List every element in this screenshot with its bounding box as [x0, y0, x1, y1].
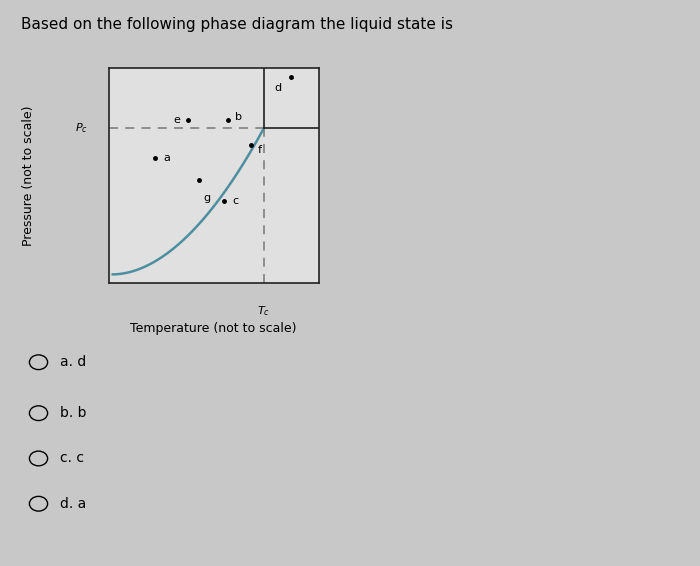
Text: $P_c$: $P_c$: [75, 121, 88, 135]
Text: Based on the following phase diagram the liquid state is: Based on the following phase diagram the…: [21, 17, 453, 32]
Text: b. b: b. b: [60, 406, 86, 420]
Text: d: d: [274, 83, 281, 93]
Text: Pressure (not to scale): Pressure (not to scale): [22, 105, 35, 246]
Text: d. a: d. a: [60, 497, 85, 511]
Text: Temperature (not to scale): Temperature (not to scale): [130, 321, 297, 335]
Text: e: e: [173, 114, 180, 125]
Text: b: b: [234, 113, 241, 122]
Text: c. c: c. c: [60, 452, 83, 465]
Text: a. d: a. d: [60, 355, 85, 369]
Text: f: f: [258, 145, 262, 155]
Text: a: a: [163, 153, 170, 163]
Text: $T_c$: $T_c$: [258, 305, 270, 318]
Text: c: c: [232, 196, 239, 206]
Text: g: g: [203, 192, 210, 203]
